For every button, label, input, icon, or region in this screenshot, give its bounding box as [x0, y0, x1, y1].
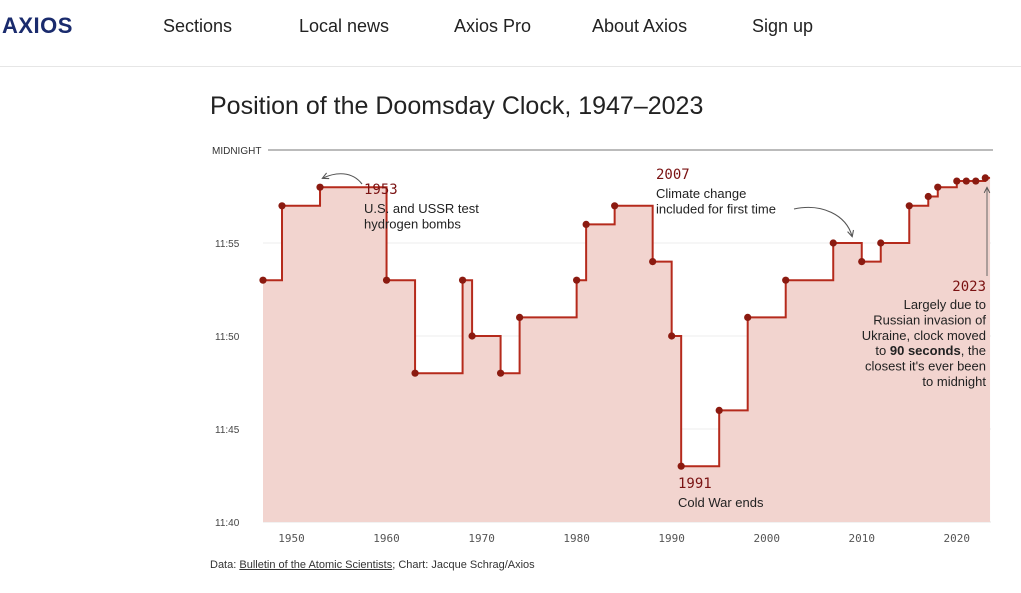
data-point — [611, 202, 619, 210]
data-point — [953, 177, 961, 185]
x-tick-label: 1980 — [563, 532, 590, 545]
data-point — [677, 462, 685, 470]
data-point — [468, 332, 476, 340]
nav-about-axios[interactable]: About Axios — [592, 16, 688, 36]
y-tick-label: 11:55 — [215, 239, 240, 250]
annotation-2023-text: Russian invasion of — [873, 312, 986, 327]
annotation-2023-text: to 90 seconds, the — [875, 343, 986, 358]
annotation-1953-year: 1953 — [364, 182, 398, 198]
x-tick-label: 1990 — [658, 532, 685, 545]
data-point — [981, 174, 989, 182]
annotation-2023-text: to midnight — [922, 374, 986, 389]
nav-sign-up[interactable]: Sign up — [752, 16, 814, 36]
annotation-2023-year: 2023 — [952, 279, 986, 295]
annotation-2007-text: included for first time — [656, 201, 776, 216]
data-point — [744, 313, 752, 321]
annotation-2023-text: closest it's ever been — [865, 359, 986, 374]
data-point — [924, 192, 932, 201]
annotation-1991-text: Cold War ends — [678, 495, 764, 510]
x-tick-label: 1960 — [373, 532, 400, 545]
annotation-2007-year: 2007 — [656, 167, 690, 183]
nav-local-news[interactable]: Local news — [299, 16, 390, 36]
data-point — [905, 202, 913, 210]
data-point — [458, 276, 467, 284]
chart-source: Data: Bulletin of the Atomic Scientists;… — [210, 559, 535, 571]
axios-logo[interactable]: AXIOS — [2, 13, 73, 38]
annotation-1953-text: hydrogen bombs — [364, 216, 461, 231]
source-prefix: Data: — [210, 559, 240, 571]
data-point — [972, 177, 980, 185]
annotation-1953-text: U.S. and USSR test — [364, 201, 479, 216]
nav-axios-pro[interactable]: Axios Pro — [454, 16, 532, 36]
nav-sections[interactable]: Sections — [163, 16, 233, 36]
series-area — [263, 177, 991, 522]
y-tick-label: 11:40 — [215, 518, 240, 529]
x-tick-label: 1970 — [468, 532, 495, 545]
midnight-label: MIDNIGHT — [212, 146, 261, 157]
data-point — [382, 276, 391, 284]
y-tick-label: 11:45 — [215, 425, 240, 436]
annotation-2007-arrow — [793, 207, 852, 236]
x-tick-label: 2010 — [848, 532, 875, 545]
x-tick-label: 2000 — [753, 532, 780, 545]
source-link[interactable]: Bulletin of the Atomic Scientists — [239, 559, 393, 571]
data-point — [668, 332, 676, 340]
data-point — [649, 258, 657, 266]
data-point — [829, 239, 837, 247]
data-point — [516, 313, 524, 321]
data-point — [278, 202, 286, 210]
chart-title: Position of the Doomsday Clock, 1947–202… — [210, 92, 704, 120]
source-suffix: ; Chart: Jacque Schrag/Axios — [392, 559, 535, 571]
top-navigation-bar: AXIOS Sections Local news Axios Pro Abou… — [0, 0, 1021, 67]
y-tick-label: 11:50 — [215, 332, 240, 343]
data-point — [858, 258, 866, 266]
annotation-2023-text: Largely due to — [904, 297, 986, 312]
annotation-2023-text: Ukraine, clock moved — [862, 328, 986, 343]
x-tick-label: 1950 — [278, 532, 305, 545]
annotation-2007-text: Climate change — [656, 186, 746, 201]
data-point — [411, 369, 419, 377]
data-point — [316, 183, 324, 191]
data-point — [582, 220, 590, 228]
data-point — [877, 239, 885, 247]
annotation-1991-year: 1991 — [678, 476, 712, 492]
data-point — [259, 276, 267, 284]
data-point — [496, 369, 505, 377]
annotation-1953-arrow — [323, 174, 363, 185]
data-point — [934, 183, 942, 191]
x-tick-label: 2020 — [944, 532, 971, 545]
data-point — [573, 276, 581, 284]
data-point — [962, 177, 970, 185]
data-point — [782, 276, 790, 284]
data-point — [715, 406, 723, 414]
